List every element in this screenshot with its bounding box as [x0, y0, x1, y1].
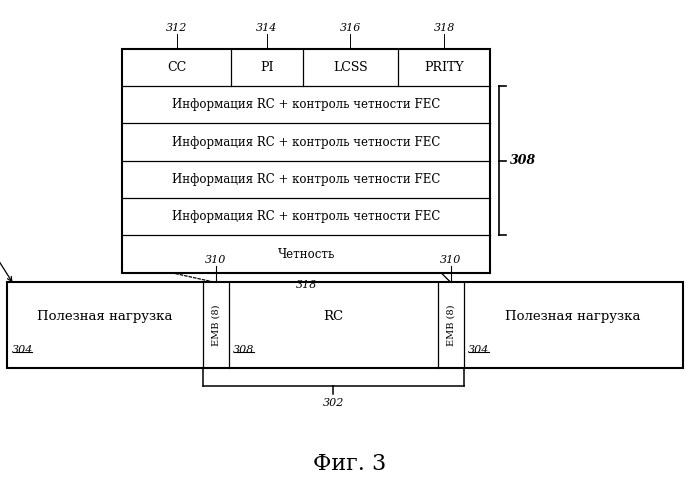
Text: Информация RC + контроль четности FEC: Информация RC + контроль четности FEC [172, 210, 440, 223]
Text: Информация RC + контроль четности FEC: Информация RC + контроль четности FEC [172, 98, 440, 111]
Text: 318: 318 [433, 22, 455, 33]
Text: 314: 314 [256, 22, 278, 33]
Text: EMB (8): EMB (8) [211, 304, 220, 346]
Text: Фиг. 3: Фиг. 3 [314, 453, 386, 475]
Text: RC: RC [323, 310, 343, 323]
Text: 310: 310 [440, 255, 461, 265]
Text: 300: 300 [0, 241, 12, 281]
Text: 310: 310 [205, 255, 226, 265]
Text: Четность: Четность [278, 247, 335, 261]
Text: 304: 304 [12, 345, 33, 356]
Text: LCSS: LCSS [333, 61, 368, 74]
FancyBboxPatch shape [122, 49, 490, 273]
Text: Информация RC + контроль четности FEC: Информация RC + контроль четности FEC [172, 135, 440, 149]
Text: 302: 302 [323, 398, 344, 409]
Text: Полезная нагрузка: Полезная нагрузка [37, 310, 173, 323]
Text: CC: CC [167, 61, 186, 74]
Text: 308: 308 [510, 154, 536, 167]
Text: EMB (8): EMB (8) [447, 304, 455, 346]
Text: 304: 304 [468, 345, 490, 356]
Text: 318: 318 [295, 280, 317, 290]
Text: PRITY: PRITY [424, 61, 464, 74]
Text: 308: 308 [233, 345, 255, 356]
FancyBboxPatch shape [7, 282, 682, 368]
Text: Полезная нагрузка: Полезная нагрузка [505, 310, 640, 323]
Text: PI: PI [260, 61, 274, 74]
Text: 312: 312 [166, 22, 188, 33]
Text: 316: 316 [340, 22, 361, 33]
Text: Информация RC + контроль четности FEC: Информация RC + контроль четности FEC [172, 173, 440, 186]
